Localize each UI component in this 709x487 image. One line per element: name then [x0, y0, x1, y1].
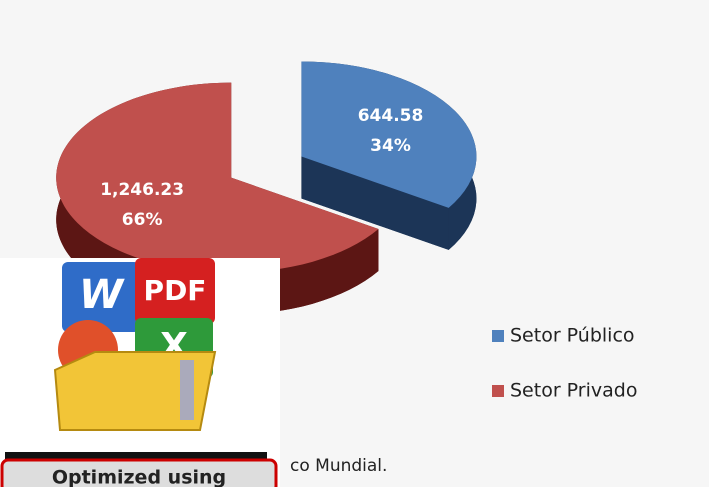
caption: Optimized using	[52, 467, 226, 487]
percent-label: 34%	[370, 136, 411, 156]
chart: 644.58 34% 1,246.23 66% Setor Público Setor …	[0, 0, 709, 487]
legend-label: Setor Privado	[510, 380, 637, 402]
legend-label: Setor Público	[510, 325, 635, 347]
source-note: co Mundial.	[290, 456, 387, 476]
overlay-badge: W PDF X Optimized using	[0, 258, 280, 487]
value-label: 1,246.23	[100, 180, 184, 200]
value-label: 644.58	[358, 106, 424, 126]
word-letter: W	[79, 272, 125, 318]
percent-label: 66%	[122, 210, 163, 230]
legend-swatch	[492, 330, 504, 342]
pdf-letters: PDF	[144, 274, 207, 307]
zipper	[180, 360, 194, 420]
legend-swatch	[492, 385, 504, 397]
